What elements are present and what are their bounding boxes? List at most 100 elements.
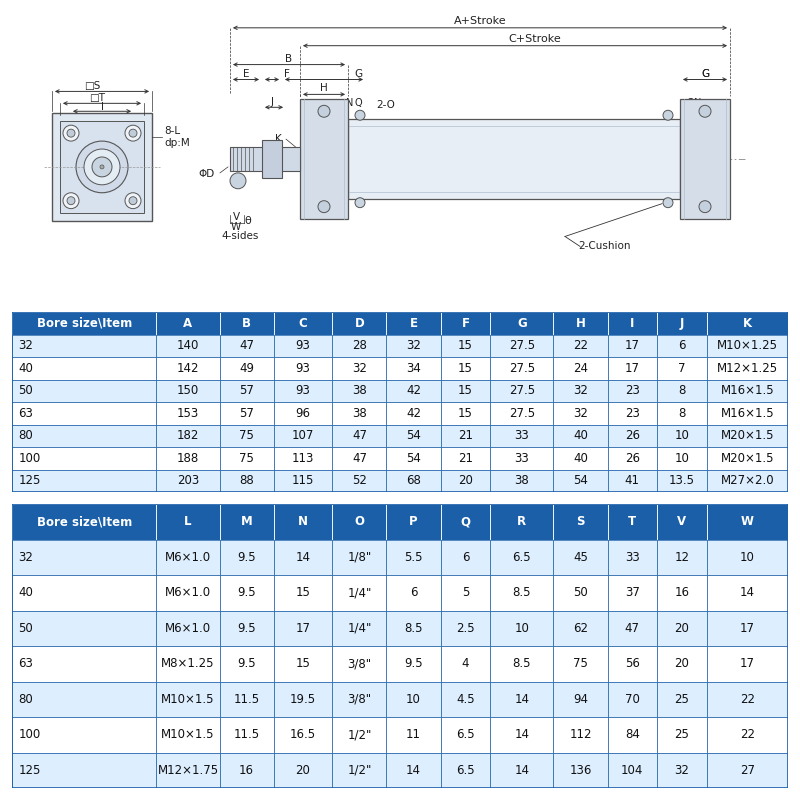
Text: 47: 47 bbox=[352, 430, 367, 442]
Bar bbox=[706, 575, 788, 610]
Text: N: N bbox=[298, 515, 308, 528]
Text: J: J bbox=[680, 317, 684, 330]
Text: 15: 15 bbox=[295, 658, 310, 670]
Text: dp:M: dp:M bbox=[164, 138, 190, 148]
Text: θ: θ bbox=[245, 215, 251, 226]
Text: F: F bbox=[284, 69, 290, 78]
Bar bbox=[12, 646, 156, 682]
Bar bbox=[554, 379, 607, 402]
Circle shape bbox=[125, 125, 141, 141]
Text: 115: 115 bbox=[292, 474, 314, 487]
Text: 2.5: 2.5 bbox=[456, 622, 474, 634]
Text: 16: 16 bbox=[239, 764, 254, 777]
Text: 21: 21 bbox=[458, 452, 473, 465]
Text: 100: 100 bbox=[18, 452, 41, 465]
Text: 33: 33 bbox=[514, 430, 529, 442]
Bar bbox=[332, 504, 386, 539]
Bar bbox=[12, 357, 156, 379]
Text: 40: 40 bbox=[573, 452, 588, 465]
Text: 4-sides: 4-sides bbox=[222, 231, 258, 242]
Bar bbox=[554, 402, 607, 425]
Bar bbox=[156, 682, 219, 717]
Text: Q: Q bbox=[354, 98, 362, 108]
Bar bbox=[490, 646, 554, 682]
Text: 57: 57 bbox=[239, 406, 254, 420]
Bar bbox=[657, 504, 706, 539]
Text: P: P bbox=[410, 515, 418, 528]
Bar bbox=[332, 470, 386, 492]
Bar bbox=[274, 646, 332, 682]
Circle shape bbox=[355, 110, 365, 120]
Bar bbox=[657, 682, 706, 717]
Text: 8.5: 8.5 bbox=[404, 622, 422, 634]
Text: S: S bbox=[576, 515, 585, 528]
Bar bbox=[490, 402, 554, 425]
Text: 14: 14 bbox=[514, 764, 530, 777]
Text: 28: 28 bbox=[352, 339, 367, 352]
Bar bbox=[490, 504, 554, 539]
Text: 142: 142 bbox=[177, 362, 199, 374]
Text: 41: 41 bbox=[625, 474, 640, 487]
Bar bbox=[12, 470, 156, 492]
Text: 10: 10 bbox=[740, 550, 755, 564]
Bar bbox=[12, 425, 156, 447]
Bar bbox=[219, 753, 274, 788]
Bar bbox=[52, 114, 152, 221]
Bar bbox=[12, 334, 156, 357]
Text: 107: 107 bbox=[292, 430, 314, 442]
Bar bbox=[441, 504, 490, 539]
Text: 3/8": 3/8" bbox=[347, 658, 371, 670]
Text: M16×1.5: M16×1.5 bbox=[721, 384, 774, 398]
Text: O: O bbox=[354, 515, 364, 528]
Bar bbox=[490, 447, 554, 470]
Circle shape bbox=[699, 106, 711, 118]
Text: F: F bbox=[462, 317, 470, 330]
Bar bbox=[219, 470, 274, 492]
Text: 84: 84 bbox=[625, 728, 640, 742]
Bar bbox=[441, 682, 490, 717]
Bar bbox=[274, 753, 332, 788]
Bar bbox=[554, 610, 607, 646]
Bar bbox=[441, 753, 490, 788]
Bar bbox=[607, 753, 657, 788]
Circle shape bbox=[63, 125, 79, 141]
Text: 7: 7 bbox=[678, 362, 686, 374]
Text: M10×1.5: M10×1.5 bbox=[162, 693, 214, 706]
Bar bbox=[441, 470, 490, 492]
Bar bbox=[607, 334, 657, 357]
Bar bbox=[554, 646, 607, 682]
Bar bbox=[156, 646, 219, 682]
Bar bbox=[657, 646, 706, 682]
Text: 6: 6 bbox=[410, 586, 418, 599]
Text: 47: 47 bbox=[352, 452, 367, 465]
Bar bbox=[607, 504, 657, 539]
Bar bbox=[348, 119, 680, 198]
Bar bbox=[441, 447, 490, 470]
Text: N: N bbox=[346, 98, 354, 108]
Text: A: A bbox=[183, 317, 193, 330]
Text: 40: 40 bbox=[18, 586, 33, 599]
Text: 10: 10 bbox=[406, 693, 421, 706]
Text: 50: 50 bbox=[18, 384, 33, 398]
Bar bbox=[274, 425, 332, 447]
Text: 32: 32 bbox=[573, 406, 588, 420]
Bar bbox=[554, 447, 607, 470]
Bar bbox=[12, 504, 156, 539]
Text: 20: 20 bbox=[295, 764, 310, 777]
Text: 88: 88 bbox=[239, 474, 254, 487]
Text: E: E bbox=[410, 317, 418, 330]
Bar bbox=[706, 312, 788, 334]
Text: 11: 11 bbox=[406, 728, 421, 742]
Text: 42: 42 bbox=[406, 406, 421, 420]
Text: M20×1.5: M20×1.5 bbox=[721, 430, 774, 442]
Bar bbox=[490, 470, 554, 492]
Text: □T: □T bbox=[89, 94, 105, 103]
Text: 14: 14 bbox=[295, 550, 310, 564]
Text: 6.5: 6.5 bbox=[456, 728, 474, 742]
Bar bbox=[219, 646, 274, 682]
Text: 23: 23 bbox=[625, 406, 640, 420]
Bar bbox=[274, 334, 332, 357]
Text: B: B bbox=[242, 317, 251, 330]
Text: 32: 32 bbox=[406, 339, 421, 352]
Bar bbox=[12, 312, 156, 334]
